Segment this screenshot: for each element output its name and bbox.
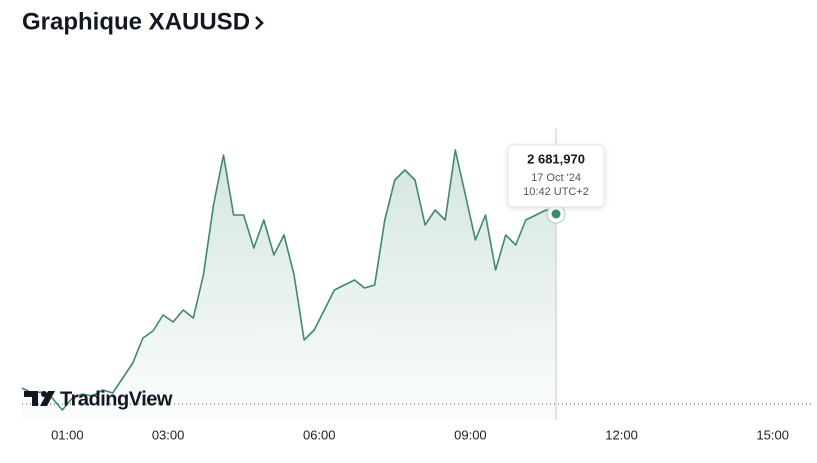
hover-point xyxy=(551,209,561,219)
x-tick-label: 09:00 xyxy=(454,427,487,442)
price-line xyxy=(21,149,557,411)
x-tick-label: 06:00 xyxy=(303,427,336,442)
x-tick-label: 03:00 xyxy=(152,427,185,442)
x-tick-label: 12:00 xyxy=(605,427,638,442)
title-chevron[interactable] xyxy=(255,16,264,30)
tooltip-value: 2 681,970 xyxy=(527,151,585,166)
plot-area: 2 681,970 17 Oct '24 10:42 UTC+2 01:00 03:00… xyxy=(21,128,813,442)
tooltip-box xyxy=(507,144,605,208)
watermark-text: TradingView xyxy=(60,388,173,410)
watermark-logo xyxy=(24,391,55,406)
area xyxy=(22,150,557,420)
x-tick-label: 15:00 xyxy=(756,427,789,442)
chart-title[interactable]: Graphique XAUUSD xyxy=(22,8,250,35)
tooltip-time: 10:42 UTC+2 xyxy=(523,186,589,198)
x-tick-label: 01:00 xyxy=(51,427,84,442)
tooltip-date: 17 Oct '24 xyxy=(531,172,581,184)
